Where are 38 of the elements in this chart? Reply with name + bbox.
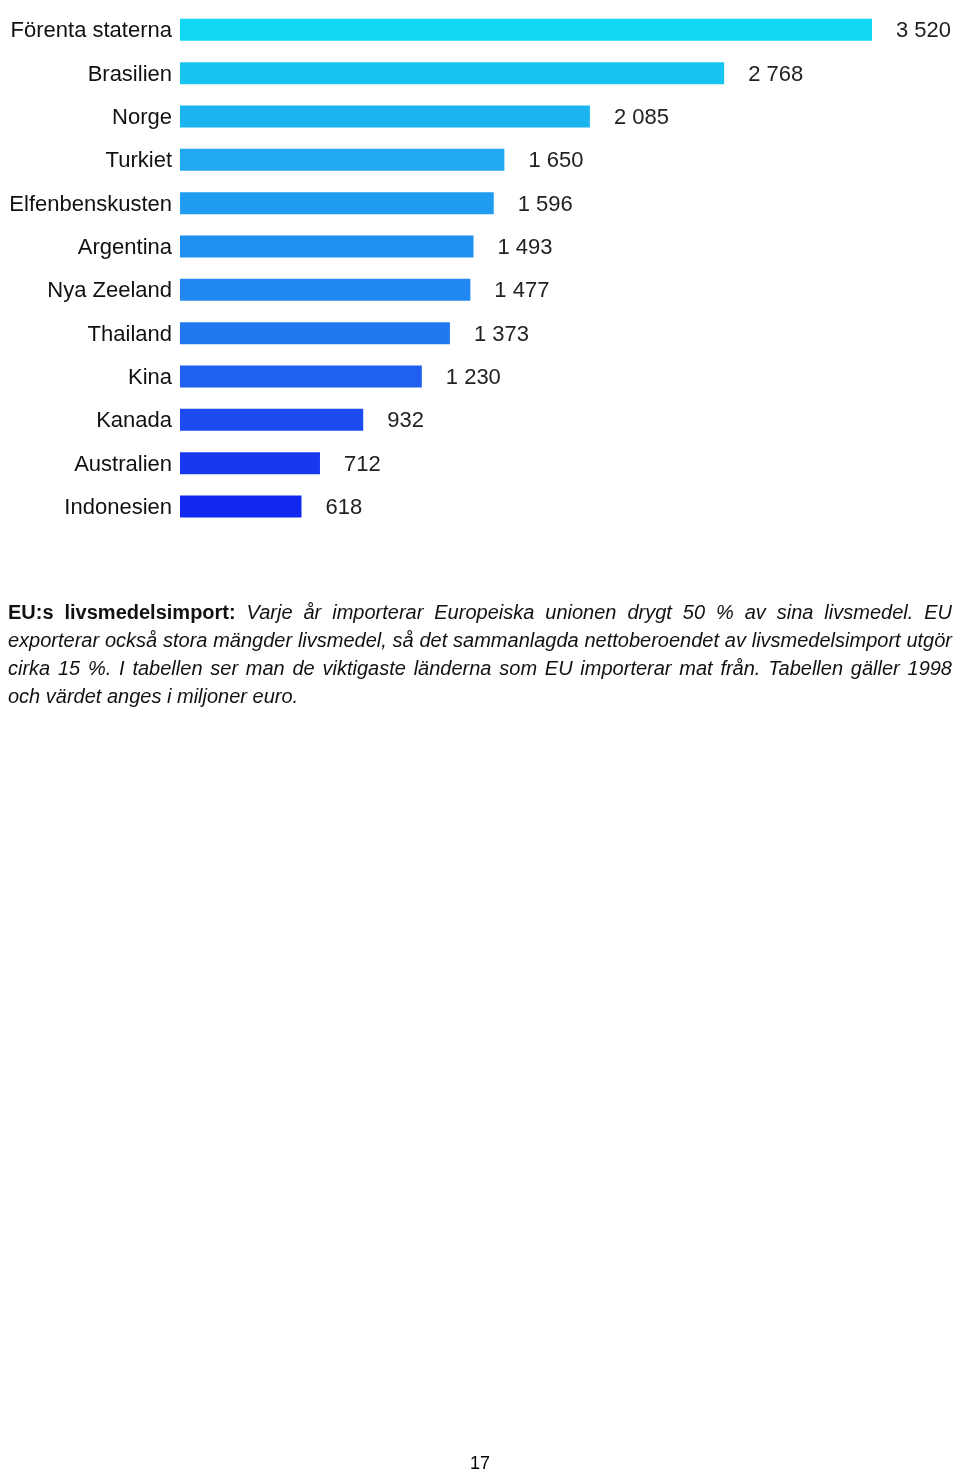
data-label: 1 650 <box>528 147 584 173</box>
bar <box>180 148 505 171</box>
bar <box>180 105 590 128</box>
data-label: 1 373 <box>473 320 529 346</box>
bar <box>180 62 725 85</box>
data-label: 1 493 <box>497 234 553 259</box>
bar <box>180 408 364 431</box>
bar <box>180 235 474 258</box>
text: 17 <box>469 1453 491 1474</box>
bar <box>180 18 872 41</box>
y-tick-label: Thailand <box>87 320 172 346</box>
y-tick-label: Brasilien <box>87 60 172 86</box>
data-label: 3 520 <box>896 17 952 43</box>
data-label: 1 596 <box>517 190 573 216</box>
data-label: 712 <box>343 450 381 476</box>
y-tick-label: Australien <box>74 450 172 476</box>
data-label: 1 230 <box>445 364 501 389</box>
y-tick-label: Kanada <box>96 407 173 433</box>
data-label: 932 <box>387 407 424 433</box>
y-tick-label: Indonesien <box>64 494 172 520</box>
y-tick-label: Kina <box>127 364 173 390</box>
y-tick-label: Förenta staterna <box>10 17 173 43</box>
data-label: 618 <box>325 494 363 519</box>
data-label: 2 085 <box>613 104 669 129</box>
y-tick-label: Turkiet <box>105 147 172 173</box>
bar <box>180 365 422 388</box>
y-tick-label: Elfenbenskusten <box>9 190 172 216</box>
bar <box>180 322 450 345</box>
y-tick-label: Nya Zeeland <box>47 277 172 303</box>
data-label: 1 477 <box>494 277 550 303</box>
bar <box>180 192 494 215</box>
bar <box>180 278 471 301</box>
bar <box>180 452 320 475</box>
y-tick-label: Norge <box>112 104 172 130</box>
data-label: 2 768 <box>748 60 804 86</box>
text: EU:s livsmedelsimport: <box>8 601 237 623</box>
bar <box>180 495 302 518</box>
y-tick-label: Argentina <box>77 234 173 260</box>
